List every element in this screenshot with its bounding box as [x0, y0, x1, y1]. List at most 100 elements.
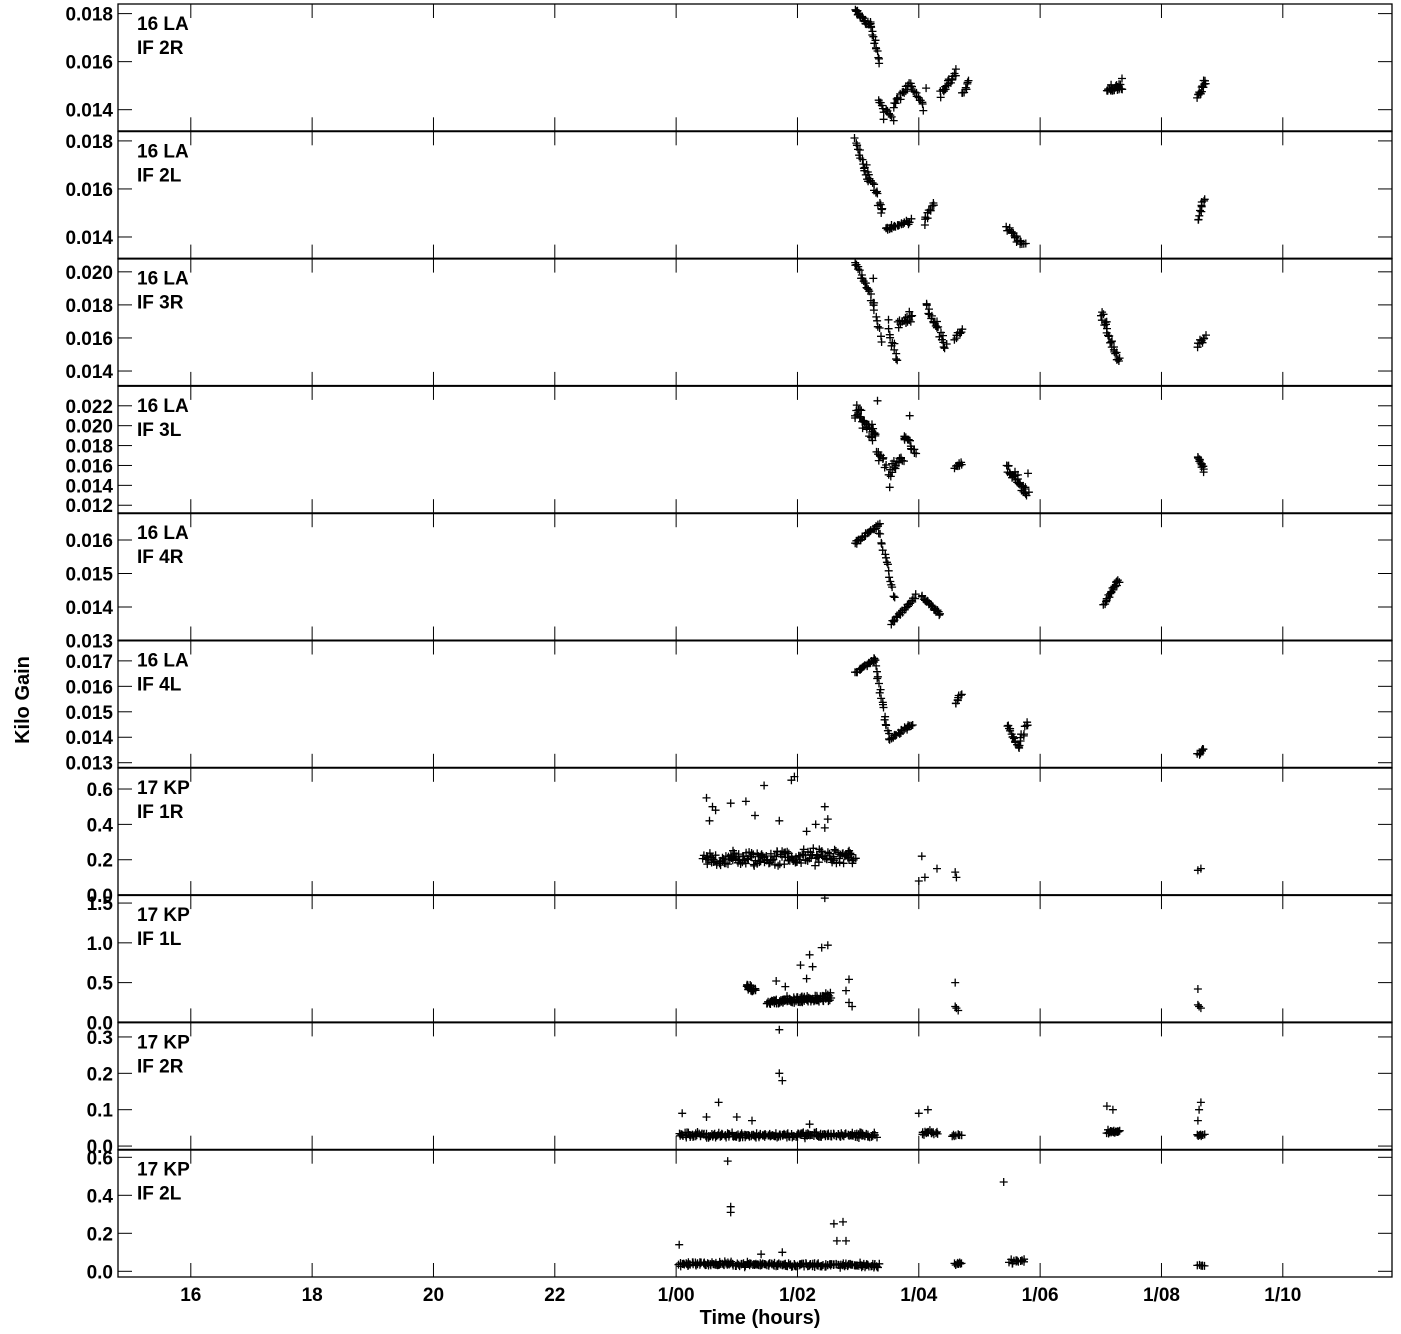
data-point — [702, 793, 711, 802]
data-point — [950, 335, 959, 344]
data-point — [1115, 578, 1124, 587]
data-point — [873, 189, 882, 198]
data-point — [1195, 211, 1204, 220]
panel-9: 0.0 0.1 0.2 0.3 17 KP IF 2R — [87, 1021, 1393, 1158]
data-point — [817, 847, 826, 856]
data-point — [869, 306, 878, 315]
data-point — [805, 1120, 814, 1129]
x-tick-label: 1/10 — [1264, 1285, 1301, 1306]
data-point — [705, 816, 714, 825]
data-point — [726, 1208, 735, 1217]
data-point — [801, 855, 810, 864]
data-point — [857, 271, 866, 279]
data-point — [957, 460, 966, 469]
data-point — [778, 1248, 787, 1257]
y-tick-label: 0.014 — [65, 728, 113, 749]
data-point — [955, 1258, 964, 1267]
data-point — [1197, 746, 1206, 755]
data-point — [939, 338, 948, 347]
data-point — [864, 170, 873, 179]
data-point — [805, 950, 814, 959]
data-point — [799, 845, 808, 854]
data-point — [1115, 354, 1124, 363]
data-point — [873, 1133, 881, 1142]
data-point — [957, 691, 965, 700]
data-point — [875, 324, 884, 332]
y-tick-label: 0.018 — [65, 437, 113, 458]
data-point — [890, 593, 899, 602]
x-tick-label: 1/00 — [658, 1285, 695, 1306]
data-point — [920, 221, 929, 229]
y-tick-label: 0.016 — [65, 180, 113, 201]
data-point — [875, 1259, 884, 1268]
data-point — [820, 823, 829, 832]
data-point — [875, 688, 884, 697]
data-point — [775, 1069, 784, 1078]
data-point — [850, 134, 859, 142]
data-point — [940, 344, 949, 353]
data-point — [780, 860, 789, 869]
data-point — [1106, 338, 1115, 347]
data-point — [862, 160, 871, 169]
data-point — [881, 550, 890, 559]
data-point — [1009, 732, 1018, 741]
data-point — [907, 721, 916, 730]
y-tick-label: 0.6 — [87, 1148, 113, 1169]
y-tick-label: 0.020 — [65, 417, 113, 438]
data-point — [874, 456, 883, 465]
panel-if-label: IF 2L — [137, 165, 182, 186]
data-point — [933, 1129, 942, 1138]
data-point — [1196, 206, 1204, 215]
data-point — [726, 799, 735, 808]
data-point — [1199, 745, 1208, 754]
data-point — [772, 977, 781, 985]
panel-antenna-label: 16 LA — [137, 651, 189, 672]
data-point — [814, 858, 823, 867]
data-point — [964, 76, 973, 85]
data-point — [908, 311, 917, 320]
data-point — [732, 1113, 741, 1121]
data-point — [873, 667, 881, 676]
y-tick-label: 0.2 — [87, 1064, 113, 1085]
data-point — [870, 654, 879, 663]
data-point — [916, 96, 925, 105]
data-point — [1196, 1098, 1205, 1107]
data-point — [852, 260, 861, 269]
data-point — [956, 329, 965, 338]
y-tick-label: 0.3 — [87, 1028, 113, 1049]
data-point — [914, 877, 923, 885]
data-point — [893, 356, 902, 365]
data-point — [1193, 1116, 1202, 1125]
data-point — [951, 868, 960, 877]
data-point — [749, 850, 758, 859]
data-point — [858, 155, 867, 164]
data-point — [857, 406, 866, 415]
data-point — [751, 811, 759, 820]
panel-if-label: IF 2R — [137, 1056, 184, 1077]
data-point — [871, 36, 880, 45]
x-axis: 16 18 20 22 1/00 1/02 1/04 1/06 1/08 1/10 — [180, 1285, 1301, 1306]
y-tick-label: 0.013 — [65, 632, 113, 653]
data-point — [848, 1002, 857, 1011]
data-point — [873, 674, 882, 683]
data-point — [820, 802, 829, 811]
data-point — [906, 436, 914, 445]
data-point — [882, 553, 890, 562]
panel-10: 0.0 0.2 0.4 0.6 17 KP IF 2L — [87, 1148, 1393, 1283]
data-point — [1115, 1126, 1124, 1135]
y-tick-label: 0.014 — [65, 228, 113, 249]
data-point — [961, 83, 970, 92]
data-point — [952, 873, 961, 882]
y-tick-label: 0.2 — [87, 851, 113, 872]
y-tick-label: 0.0 — [87, 1013, 113, 1034]
panel-antenna-label: 17 KP — [137, 1032, 190, 1053]
data-point — [842, 1236, 850, 1245]
data-point — [853, 141, 862, 150]
panel-frame — [117, 3, 1393, 132]
data-point — [760, 781, 769, 790]
data-point — [711, 806, 720, 815]
data-point — [875, 199, 884, 207]
data-point — [877, 205, 886, 214]
data-point — [1195, 1105, 1204, 1114]
x-tick-label: 1/06 — [1022, 1285, 1059, 1306]
